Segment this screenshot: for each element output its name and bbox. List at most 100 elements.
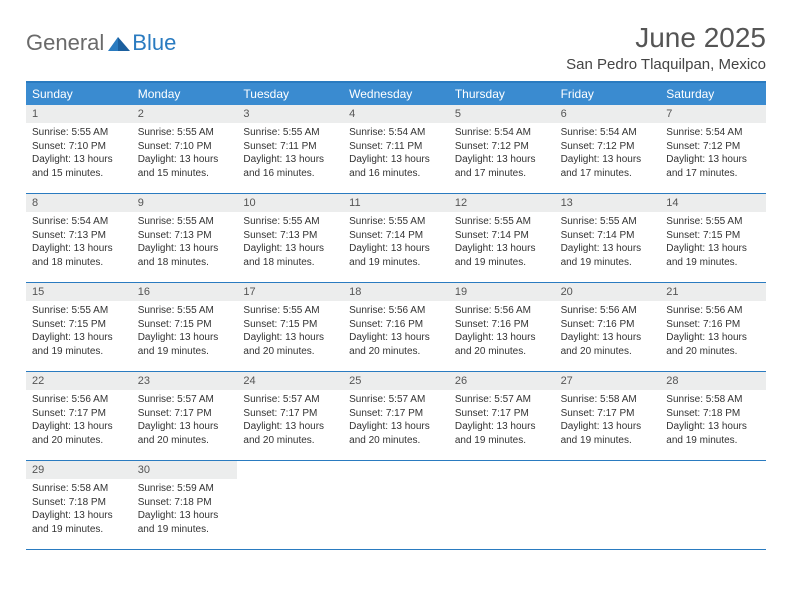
day-number: 19 (449, 283, 555, 301)
day-info: Sunrise: 5:54 AMSunset: 7:11 PMDaylight:… (343, 123, 449, 185)
day-number: 16 (132, 283, 238, 301)
sunset-line: Sunset: 7:15 PM (243, 318, 337, 332)
sunset-line: Sunset: 7:17 PM (32, 407, 126, 421)
sunset-line: Sunset: 7:11 PM (349, 140, 443, 154)
calendar-week-row: 29Sunrise: 5:58 AMSunset: 7:18 PMDayligh… (26, 461, 766, 550)
sunset-line: Sunset: 7:18 PM (666, 407, 760, 421)
daylight-line: Daylight: 13 hours and 17 minutes. (666, 153, 760, 180)
day-header-row: SundayMondayTuesdayWednesdayThursdayFrid… (26, 83, 766, 105)
sunrise-line: Sunrise: 5:55 AM (32, 126, 126, 140)
day-info: Sunrise: 5:55 AMSunset: 7:11 PMDaylight:… (237, 123, 343, 185)
calendar-day-cell: 25Sunrise: 5:57 AMSunset: 7:17 PMDayligh… (343, 372, 449, 460)
calendar-day-cell: 29Sunrise: 5:58 AMSunset: 7:18 PMDayligh… (26, 461, 132, 549)
daylight-line: Daylight: 13 hours and 20 minutes. (349, 331, 443, 358)
day-header-cell: Monday (132, 83, 238, 105)
day-info: Sunrise: 5:55 AMSunset: 7:10 PMDaylight:… (132, 123, 238, 185)
day-number: 11 (343, 194, 449, 212)
sunset-line: Sunset: 7:12 PM (561, 140, 655, 154)
day-number: 22 (26, 372, 132, 390)
sunrise-line: Sunrise: 5:54 AM (561, 126, 655, 140)
day-number: 7 (660, 105, 766, 123)
day-number: 8 (26, 194, 132, 212)
daylight-line: Daylight: 13 hours and 19 minutes. (32, 509, 126, 536)
sunset-line: Sunset: 7:14 PM (349, 229, 443, 243)
sunset-line: Sunset: 7:17 PM (455, 407, 549, 421)
daylight-line: Daylight: 13 hours and 20 minutes. (32, 420, 126, 447)
calendar-empty-cell (237, 461, 343, 549)
sunrise-line: Sunrise: 5:57 AM (349, 393, 443, 407)
sunrise-line: Sunrise: 5:57 AM (243, 393, 337, 407)
sunset-line: Sunset: 7:17 PM (243, 407, 337, 421)
day-info: Sunrise: 5:59 AMSunset: 7:18 PMDaylight:… (132, 479, 238, 541)
day-number: 3 (237, 105, 343, 123)
calendar-empty-cell (555, 461, 661, 549)
day-number: 26 (449, 372, 555, 390)
day-number: 13 (555, 194, 661, 212)
day-info: Sunrise: 5:55 AMSunset: 7:14 PMDaylight:… (343, 212, 449, 274)
calendar-day-cell: 10Sunrise: 5:55 AMSunset: 7:13 PMDayligh… (237, 194, 343, 282)
location: San Pedro Tlaquilpan, Mexico (566, 56, 766, 73)
sunset-line: Sunset: 7:16 PM (349, 318, 443, 332)
day-info: Sunrise: 5:58 AMSunset: 7:18 PMDaylight:… (26, 479, 132, 541)
day-number: 27 (555, 372, 661, 390)
sunrise-line: Sunrise: 5:54 AM (666, 126, 760, 140)
daylight-line: Daylight: 13 hours and 19 minutes. (561, 242, 655, 269)
day-info: Sunrise: 5:55 AMSunset: 7:13 PMDaylight:… (237, 212, 343, 274)
sunset-line: Sunset: 7:16 PM (455, 318, 549, 332)
daylight-line: Daylight: 13 hours and 18 minutes. (243, 242, 337, 269)
day-number: 30 (132, 461, 238, 479)
sunset-line: Sunset: 7:12 PM (666, 140, 760, 154)
calendar-day-cell: 19Sunrise: 5:56 AMSunset: 7:16 PMDayligh… (449, 283, 555, 371)
logo-mark-icon (108, 35, 130, 51)
daylight-line: Daylight: 13 hours and 16 minutes. (349, 153, 443, 180)
daylight-line: Daylight: 13 hours and 20 minutes. (243, 420, 337, 447)
daylight-line: Daylight: 13 hours and 18 minutes. (138, 242, 232, 269)
calendar-day-cell: 6Sunrise: 5:54 AMSunset: 7:12 PMDaylight… (555, 105, 661, 193)
day-info: Sunrise: 5:57 AMSunset: 7:17 PMDaylight:… (237, 390, 343, 452)
calendar-day-cell: 11Sunrise: 5:55 AMSunset: 7:14 PMDayligh… (343, 194, 449, 282)
daylight-line: Daylight: 13 hours and 17 minutes. (561, 153, 655, 180)
sunrise-line: Sunrise: 5:55 AM (138, 215, 232, 229)
calendar-empty-cell (343, 461, 449, 549)
sunrise-line: Sunrise: 5:55 AM (243, 126, 337, 140)
calendar-weeks: 1Sunrise: 5:55 AMSunset: 7:10 PMDaylight… (26, 105, 766, 550)
day-info: Sunrise: 5:54 AMSunset: 7:12 PMDaylight:… (660, 123, 766, 185)
day-info: Sunrise: 5:57 AMSunset: 7:17 PMDaylight:… (132, 390, 238, 452)
calendar-day-cell: 13Sunrise: 5:55 AMSunset: 7:14 PMDayligh… (555, 194, 661, 282)
daylight-line: Daylight: 13 hours and 15 minutes. (138, 153, 232, 180)
sunset-line: Sunset: 7:10 PM (32, 140, 126, 154)
title-block: June 2025 San Pedro Tlaquilpan, Mexico (566, 22, 766, 73)
sunset-line: Sunset: 7:15 PM (138, 318, 232, 332)
calendar-day-cell: 27Sunrise: 5:58 AMSunset: 7:17 PMDayligh… (555, 372, 661, 460)
daylight-line: Daylight: 13 hours and 18 minutes. (32, 242, 126, 269)
calendar-day-cell: 17Sunrise: 5:55 AMSunset: 7:15 PMDayligh… (237, 283, 343, 371)
sunrise-line: Sunrise: 5:55 AM (561, 215, 655, 229)
calendar-day-cell: 18Sunrise: 5:56 AMSunset: 7:16 PMDayligh… (343, 283, 449, 371)
sunset-line: Sunset: 7:17 PM (561, 407, 655, 421)
day-info: Sunrise: 5:54 AMSunset: 7:13 PMDaylight:… (26, 212, 132, 274)
sunrise-line: Sunrise: 5:56 AM (561, 304, 655, 318)
day-header-cell: Friday (555, 83, 661, 105)
sunrise-line: Sunrise: 5:55 AM (666, 215, 760, 229)
day-number: 1 (26, 105, 132, 123)
day-number: 24 (237, 372, 343, 390)
month-title: June 2025 (566, 22, 766, 54)
calendar-day-cell: 22Sunrise: 5:56 AMSunset: 7:17 PMDayligh… (26, 372, 132, 460)
calendar-day-cell: 5Sunrise: 5:54 AMSunset: 7:12 PMDaylight… (449, 105, 555, 193)
sunrise-line: Sunrise: 5:56 AM (455, 304, 549, 318)
calendar-day-cell: 12Sunrise: 5:55 AMSunset: 7:14 PMDayligh… (449, 194, 555, 282)
daylight-line: Daylight: 13 hours and 20 minutes. (243, 331, 337, 358)
day-number: 18 (343, 283, 449, 301)
calendar-day-cell: 1Sunrise: 5:55 AMSunset: 7:10 PMDaylight… (26, 105, 132, 193)
sunset-line: Sunset: 7:13 PM (243, 229, 337, 243)
daylight-line: Daylight: 13 hours and 19 minutes. (32, 331, 126, 358)
calendar-day-cell: 4Sunrise: 5:54 AMSunset: 7:11 PMDaylight… (343, 105, 449, 193)
day-number: 9 (132, 194, 238, 212)
daylight-line: Daylight: 13 hours and 19 minutes. (349, 242, 443, 269)
daylight-line: Daylight: 13 hours and 19 minutes. (666, 420, 760, 447)
daylight-line: Daylight: 13 hours and 16 minutes. (243, 153, 337, 180)
calendar-day-cell: 7Sunrise: 5:54 AMSunset: 7:12 PMDaylight… (660, 105, 766, 193)
logo: General Blue (26, 30, 176, 56)
daylight-line: Daylight: 13 hours and 19 minutes. (455, 420, 549, 447)
day-info: Sunrise: 5:57 AMSunset: 7:17 PMDaylight:… (449, 390, 555, 452)
